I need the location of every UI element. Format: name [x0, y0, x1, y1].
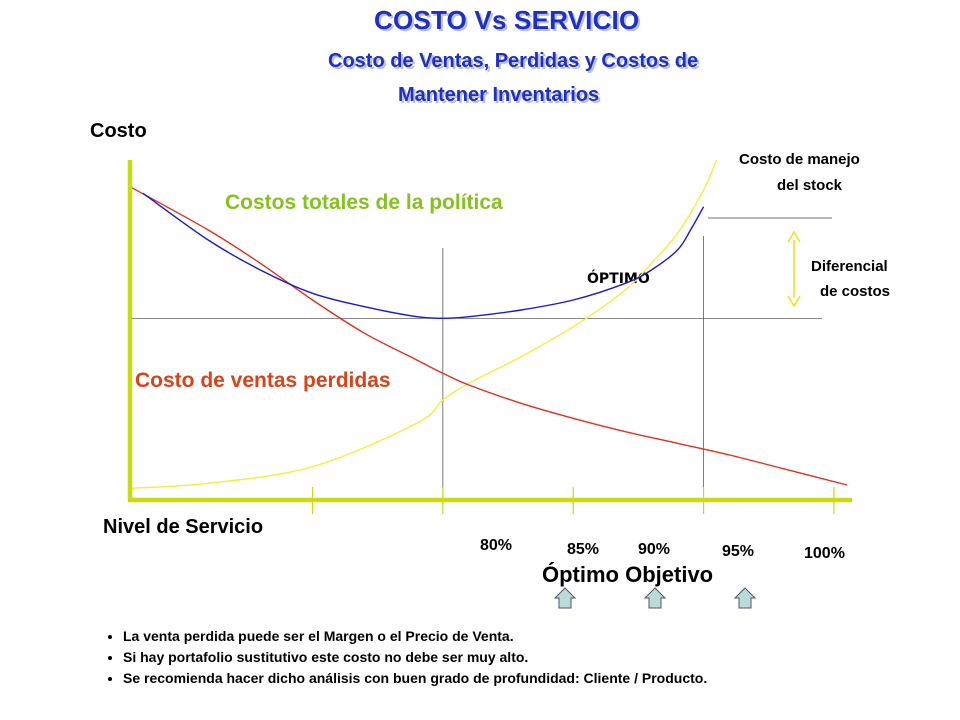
stock-cost-label-line2: del stock	[777, 177, 843, 194]
x-tick-label: 85%	[567, 541, 600, 558]
page-subtitle-line1: Costo de Ventas, Perdidas y Costos de	[328, 50, 699, 72]
stock-cost-curve	[129, 159, 718, 489]
x-tick-label: 95%	[722, 543, 755, 560]
x-tick-label: 80%	[480, 537, 513, 554]
cost-diff-label-line2: de costos	[820, 283, 891, 300]
diff-arrow-up-head	[787, 230, 801, 243]
page-title: COSTO Vs SERVICIO	[374, 5, 640, 35]
x-axis-label: Nivel de Servicio	[103, 516, 264, 538]
notes-list: La venta perdida puede ser el Margen o e…	[103, 626, 707, 689]
up-arrow-icon	[553, 587, 577, 609]
up-arrow-icon	[643, 587, 667, 609]
note-item: Se recomienda hacer dicho análisis con b…	[123, 668, 707, 689]
page-subtitle-line2: Mantener Inventarios	[398, 84, 600, 106]
x-tick-label: 100%	[804, 545, 845, 562]
lost-sales-curve	[129, 186, 848, 486]
up-arrow-icon	[733, 587, 757, 609]
x-tick-label: 90%	[638, 541, 671, 558]
cost-diff-label-line1: Diferencial	[811, 258, 888, 275]
y-axis-label: Costo	[90, 120, 147, 142]
total-cost-curve	[142, 192, 705, 320]
note-item: La venta perdida puede ser el Margen o e…	[123, 626, 707, 647]
diff-arrow-down-head	[787, 295, 801, 308]
total-cost-label: Costos totales de la política	[225, 191, 503, 214]
optimo-objetivo-label: Óptimo Objetivo	[542, 562, 714, 587]
lost-sales-label: Costo de ventas perdidas	[135, 369, 391, 392]
stock-cost-label-line1: Costo de manejo	[739, 151, 860, 168]
note-item: Si hay portafolio sustitutivo este costo…	[123, 647, 707, 668]
